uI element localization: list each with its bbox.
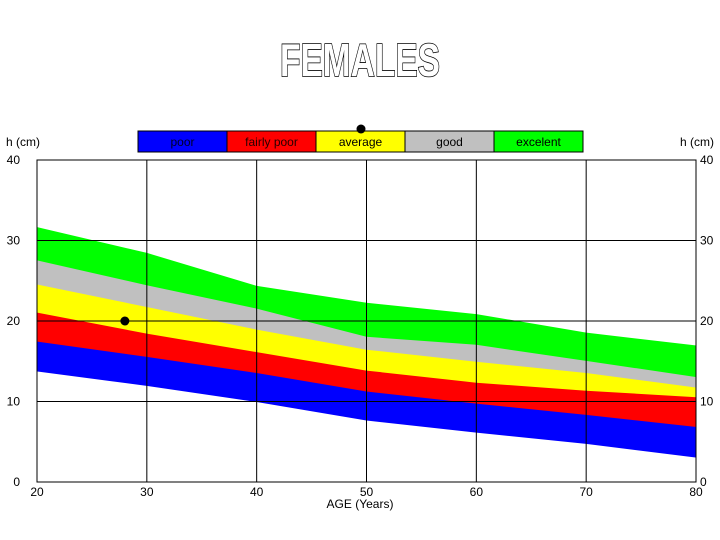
plot-frame bbox=[36, 159, 697, 483]
y-tick-label-left: 20 bbox=[7, 314, 21, 328]
x-tick-label: 70 bbox=[579, 485, 593, 499]
y-axis-label-right: h (cm) bbox=[680, 135, 714, 149]
y-tick-label-right: 10 bbox=[700, 395, 714, 409]
legend-marker-dot bbox=[356, 124, 366, 134]
data-marker-point bbox=[120, 316, 130, 326]
legend-item-label: fairly poor bbox=[245, 135, 298, 149]
y-tick-label-right: 0 bbox=[700, 475, 707, 489]
x-tick-label: 50 bbox=[360, 485, 374, 499]
marker-layer bbox=[120, 316, 130, 326]
y-tick-label-left: 30 bbox=[7, 234, 21, 248]
x-tick-label: 80 bbox=[689, 485, 703, 499]
legend-swatch bbox=[493, 130, 584, 153]
x-tick-label: 40 bbox=[250, 485, 264, 499]
x-tick-label: 60 bbox=[470, 485, 484, 499]
y-tick-label-left: 10 bbox=[7, 395, 21, 409]
chart-title: FEMALES bbox=[280, 34, 440, 86]
legend-item-label: excelent bbox=[516, 135, 561, 149]
x-axis-label: AGE (Years) bbox=[327, 497, 394, 511]
x-tick-label: 20 bbox=[30, 485, 44, 499]
legend-item-label: average bbox=[339, 135, 383, 149]
y-tick-label-right: 40 bbox=[700, 153, 714, 167]
y-tick-label-right: 30 bbox=[700, 234, 714, 248]
y-tick-label-left: 40 bbox=[7, 153, 21, 167]
legend-item-label: poor bbox=[170, 135, 194, 149]
x-tick-label: 30 bbox=[140, 485, 154, 499]
y-tick-label-left: 0 bbox=[13, 475, 20, 489]
legend-item-label: good bbox=[436, 135, 463, 149]
y-tick-label-right: 20 bbox=[700, 314, 714, 328]
legend: poor fairly poor average good excelent bbox=[137, 130, 584, 153]
y-axis-label-left: h (cm) bbox=[6, 135, 40, 149]
